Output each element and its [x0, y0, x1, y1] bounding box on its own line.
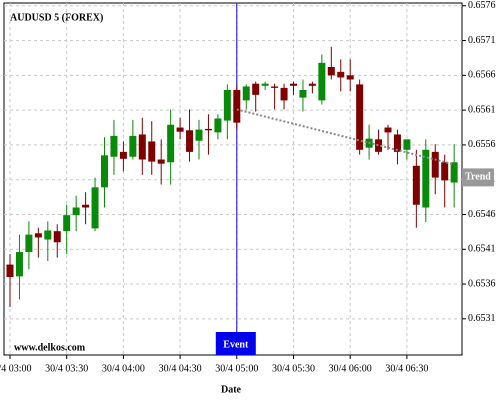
candle-body — [129, 135, 137, 157]
plot-frame — [3, 2, 463, 356]
candle-body — [6, 264, 14, 278]
trend-line — [236, 108, 455, 166]
candle-body — [327, 67, 335, 76]
y-tick-label: 0.6566 — [468, 70, 496, 81]
candle-body — [223, 89, 231, 121]
candle-body — [280, 87, 288, 101]
y-tick-label: 0.6556 — [468, 139, 496, 150]
candle-body — [138, 134, 146, 160]
candle-body — [53, 231, 61, 243]
trend-label-box — [462, 168, 494, 187]
chart-title: AUDUSD 5 (FOREX) — [10, 12, 103, 23]
candle-body — [148, 141, 156, 162]
x-tick-label: 30/4 03:00 — [0, 363, 32, 374]
candle-body — [110, 135, 118, 157]
y-tick-label: 0.6561 — [468, 104, 496, 115]
candle-body — [15, 252, 23, 277]
candle-body — [384, 127, 392, 133]
candle-body — [233, 89, 241, 123]
x-tick-label: 30/4 06:00 — [329, 363, 372, 374]
x-tick-label: 30/4 05:00 — [215, 363, 258, 374]
y-tick-label: 0.6576 — [468, 0, 496, 11]
candle-body — [157, 159, 165, 164]
x-axis-label: Date — [221, 384, 242, 395]
candle-body — [393, 134, 401, 152]
candle-body — [63, 215, 71, 232]
y-tick-label: 0.6541 — [468, 244, 496, 255]
candle-body — [186, 130, 194, 152]
candle-body — [412, 165, 420, 205]
candle-body — [441, 162, 449, 181]
x-tick-label: 30/4 03:30 — [45, 363, 88, 374]
candle-body — [308, 83, 316, 86]
candle-body — [176, 127, 184, 132]
x-tick-label: 30/4 04:00 — [102, 363, 145, 374]
candle-body — [318, 62, 326, 101]
candle-body — [375, 139, 383, 152]
candle-body — [346, 75, 354, 80]
candle-body — [337, 71, 345, 78]
candle-body — [25, 234, 33, 253]
y-tick-label: 0.6546 — [468, 209, 496, 220]
candle-body — [72, 207, 80, 216]
candle-body — [271, 86, 279, 88]
y-tick-label: 0.6531 — [468, 313, 496, 324]
candle-body — [195, 129, 203, 141]
candle-body — [119, 151, 127, 159]
candle-body — [261, 83, 269, 86]
candle-body — [403, 139, 411, 150]
x-tick-label: 30/4 05:30 — [272, 363, 315, 374]
candle-body — [290, 83, 297, 86]
candle-body — [167, 124, 175, 163]
y-tick-label: 0.6536 — [468, 278, 496, 289]
candle-body — [44, 230, 52, 240]
trend-label: Trend — [465, 172, 491, 183]
candle-body — [82, 204, 90, 208]
candle-body — [91, 187, 99, 229]
watermark: www.delkos.com — [14, 342, 86, 353]
candle-body — [252, 83, 260, 95]
candle-body — [422, 149, 430, 208]
x-tick-label: 30/4 04:30 — [159, 363, 202, 374]
candle-body — [34, 233, 42, 238]
candle-body — [214, 118, 222, 133]
candle-body — [204, 128, 212, 131]
candle-body — [450, 162, 458, 183]
candle-body — [299, 89, 307, 98]
candle-body — [242, 86, 250, 101]
y-tick-label: 0.6571 — [468, 35, 496, 46]
candle-body — [101, 155, 108, 188]
candle-body — [431, 151, 439, 178]
x-tick-label: 30/4 06:30 — [385, 363, 428, 374]
event-label-box — [215, 332, 256, 355]
event-label: Event — [223, 339, 249, 350]
candle-body — [356, 84, 364, 150]
